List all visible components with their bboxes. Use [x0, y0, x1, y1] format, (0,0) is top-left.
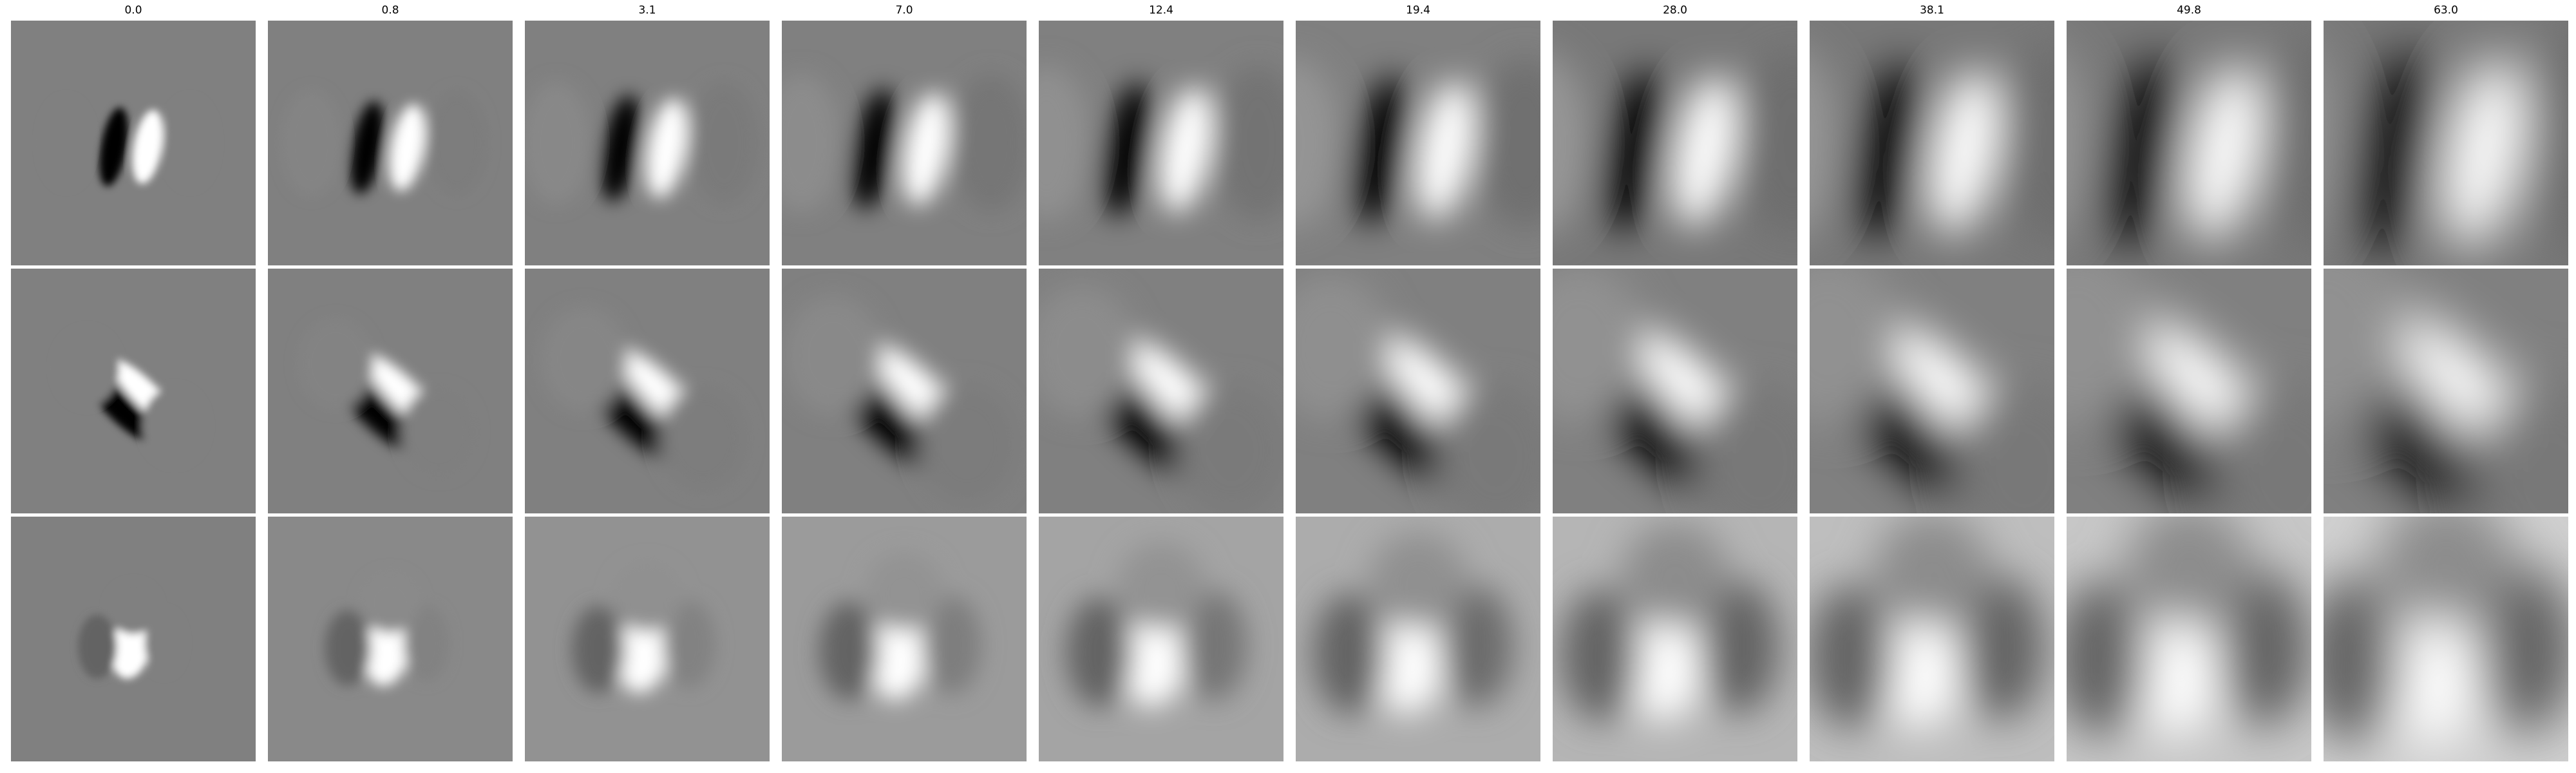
blob	[1314, 593, 1387, 714]
filter-tile	[1553, 21, 1797, 265]
column-label: 19.4	[1296, 4, 1540, 17]
blob	[541, 307, 629, 412]
filter-image	[525, 517, 770, 761]
filter-image	[1296, 269, 1540, 513]
column-label: 49.8	[2067, 4, 2311, 17]
filter-tile	[525, 517, 770, 761]
filter-tile	[1296, 517, 1540, 761]
filter-image	[268, 21, 513, 265]
column-label: 3.1	[525, 4, 770, 17]
filter-tile	[1553, 517, 1797, 761]
filter-image	[2067, 21, 2311, 265]
blob	[1560, 589, 1640, 722]
filter-tile	[1810, 21, 2054, 265]
filter-image	[1039, 269, 1283, 513]
filter-tile	[1039, 269, 1283, 513]
blob	[427, 90, 488, 196]
filter-tile	[1553, 269, 1797, 513]
blob	[819, 602, 878, 700]
filter-image	[2324, 269, 2568, 513]
filter-tile	[11, 21, 256, 265]
blob	[298, 318, 374, 409]
filter-tile	[1039, 517, 1283, 761]
filter-tile	[2067, 517, 2311, 761]
blob	[55, 329, 119, 406]
filter-image	[782, 517, 1027, 761]
column-label: 0.0	[11, 4, 256, 17]
blob	[78, 615, 117, 679]
filter-image	[1553, 21, 1797, 265]
filter-tile	[782, 21, 1027, 265]
column-label: 12.4	[1039, 4, 1283, 17]
blob	[689, 82, 759, 204]
filter-tile	[1810, 269, 2054, 513]
column-label: 28.0	[1553, 4, 1797, 17]
filter-image	[2324, 21, 2568, 265]
filter-tile	[2324, 517, 2568, 761]
filter-image	[1039, 517, 1283, 761]
filter-image	[782, 269, 1027, 513]
blob	[1874, 517, 1990, 627]
filter-tile	[2067, 269, 2311, 513]
blob	[1369, 532, 1466, 629]
filter-tile	[268, 269, 513, 513]
blob	[865, 552, 944, 631]
blob	[1117, 542, 1206, 631]
filter-image	[268, 517, 513, 761]
filter-image	[782, 21, 1027, 265]
blob	[360, 572, 421, 633]
filter-image	[268, 269, 513, 513]
filter-tile	[782, 517, 1027, 761]
filter-image	[1296, 21, 1540, 265]
filter-tile	[1296, 21, 1540, 265]
filter-image	[1810, 517, 2054, 761]
filter-image	[1810, 21, 2054, 265]
filter-tile	[268, 517, 513, 761]
blob	[572, 606, 624, 694]
blob	[142, 387, 207, 464]
filter-image	[1039, 21, 1283, 265]
filter-tile	[11, 269, 256, 513]
filter-tile	[2324, 269, 2568, 513]
blob	[1066, 597, 1133, 707]
column-label: 0.8	[268, 4, 513, 17]
filter-tile	[1039, 21, 1283, 265]
blob	[281, 90, 341, 196]
filter-image	[1553, 269, 1797, 513]
column-label: 63.0	[2324, 4, 2568, 17]
filter-image	[11, 517, 256, 761]
filter-tile	[11, 517, 256, 761]
blob	[1622, 522, 1728, 628]
blob	[325, 610, 371, 686]
filter-image	[11, 269, 256, 513]
blob	[612, 562, 682, 632]
filter-tile	[268, 21, 513, 265]
blob	[784, 296, 882, 415]
blob	[108, 582, 159, 634]
filter-tile	[2324, 21, 2568, 265]
blob	[41, 98, 92, 188]
filter-tile	[782, 269, 1027, 513]
filter-image	[525, 269, 770, 513]
blob	[918, 385, 1016, 504]
filter-tile	[1296, 269, 1540, 513]
blob	[659, 386, 747, 491]
filter-image	[1296, 517, 1540, 761]
filter-image	[1810, 269, 2054, 513]
filter-image	[11, 21, 256, 265]
filter-tile	[525, 21, 770, 265]
filter-image	[2067, 517, 2311, 761]
blob	[1810, 584, 1895, 729]
filter-tile	[1810, 517, 2054, 761]
blob	[164, 98, 216, 188]
column-label: 7.0	[782, 4, 1027, 17]
filter-tile	[2067, 21, 2311, 265]
filter-image	[2324, 517, 2568, 761]
filter-image	[2067, 269, 2311, 513]
filter-image	[1553, 517, 1797, 761]
column-label: 38.1	[1810, 4, 2054, 17]
blob	[401, 386, 477, 477]
filter-tile	[525, 269, 770, 513]
filter-image	[525, 21, 770, 265]
